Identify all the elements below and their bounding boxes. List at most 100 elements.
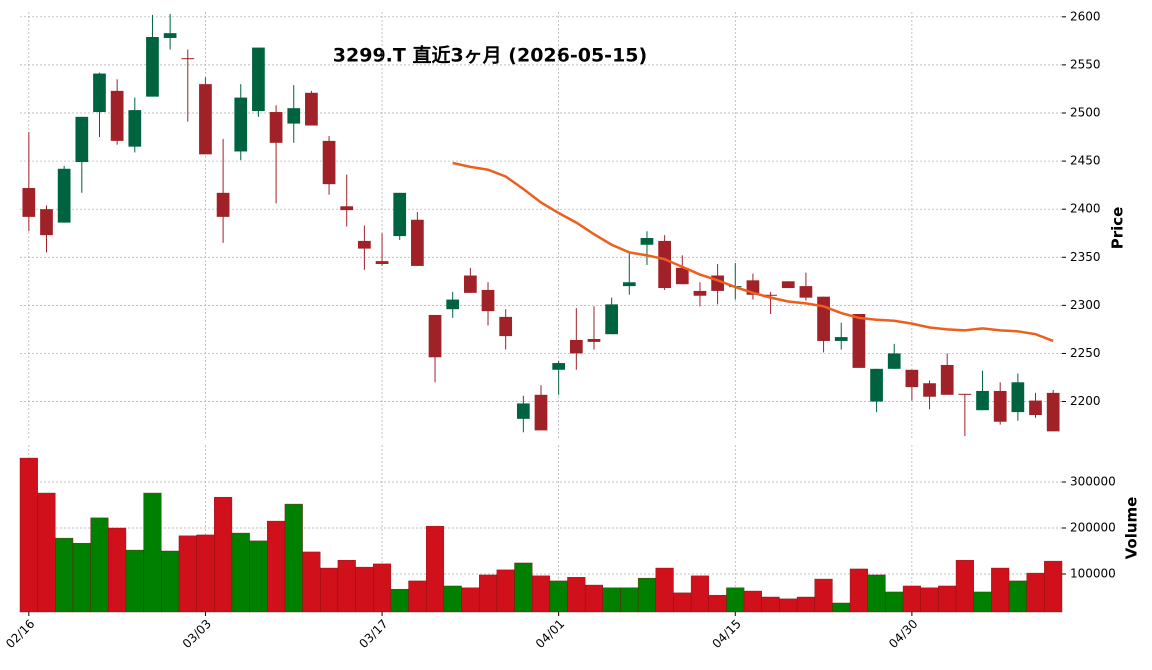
y-axis-label: Price: [1109, 207, 1127, 250]
volume-tick-label: 100000: [1070, 566, 1116, 580]
candle-body: [446, 299, 460, 310]
candle-body: [552, 363, 566, 370]
volume-bar: [108, 527, 127, 613]
candle-body: [128, 110, 142, 147]
volume-bar: [267, 520, 286, 613]
volume-bar: [567, 577, 586, 613]
candle-body: [622, 282, 636, 287]
candle-body: [287, 108, 301, 124]
volume-bar: [814, 578, 833, 613]
candle-body: [976, 390, 989, 411]
candle-body: [693, 290, 707, 296]
volume-bar: [991, 567, 1010, 613]
candle-body: [940, 364, 954, 395]
volume-bar: [1008, 580, 1027, 613]
volume-bar: [19, 457, 38, 613]
volume-bar: [214, 496, 233, 613]
volume-bar: [938, 585, 957, 613]
candle-body: [993, 390, 1007, 422]
volume-bar: [443, 585, 462, 613]
volume-bar: [761, 596, 780, 613]
candle-body: [1011, 382, 1025, 413]
candle-body: [269, 112, 283, 143]
candle-body: [1046, 392, 1060, 432]
candle-body: [905, 369, 919, 388]
volume-bar: [920, 587, 939, 613]
volume-bar: [655, 567, 674, 613]
volume-bar: [125, 549, 144, 613]
volume-bar: [72, 542, 91, 613]
x-tick-label: 03/17: [356, 617, 390, 651]
candle-body: [958, 393, 972, 395]
volume-bar: [408, 580, 427, 613]
y-tick-label: 2600: [1070, 9, 1101, 23]
candle-body: [305, 92, 318, 126]
candle-body: [199, 84, 212, 155]
volume-bar: [549, 580, 568, 613]
volume-bar: [143, 492, 162, 613]
volume-bar: [637, 577, 656, 613]
candle-body: [57, 168, 71, 223]
candle-body: [393, 192, 407, 237]
x-tick-label: 04/15: [710, 617, 744, 651]
volume-bar: [867, 574, 886, 613]
candle-body: [322, 140, 336, 185]
volume-bar: [231, 532, 250, 613]
candle-body: [146, 37, 159, 97]
volume-bar: [743, 590, 762, 613]
volume-bar: [779, 598, 798, 613]
candle-body: [587, 339, 601, 342]
chart-title: 3299.T 直近3ヶ月 (2026-05-15): [333, 44, 647, 67]
candle-body: [817, 296, 830, 341]
candle-body: [870, 368, 883, 402]
volume-bar: [478, 574, 498, 613]
volume-bar: [90, 517, 109, 613]
candle-body: [216, 192, 230, 217]
candle-body: [499, 316, 513, 337]
volume-bar: [161, 550, 180, 613]
candle-body: [852, 314, 866, 368]
volume-tick-label: 200000: [1070, 520, 1116, 534]
volume-bar: [320, 567, 339, 613]
volume-bar: [849, 568, 868, 613]
volume-bar: [602, 587, 621, 613]
candle-body: [923, 383, 936, 397]
y-tick-label: 2550: [1070, 57, 1101, 71]
candle-body: [40, 209, 53, 236]
y-tick-label: 2300: [1070, 298, 1101, 312]
candle-body: [534, 394, 548, 431]
volume-bar: [708, 594, 727, 613]
candle-body: [358, 240, 371, 249]
volume-tick-label: 300000: [1070, 474, 1116, 488]
candle-body: [481, 289, 495, 312]
volume-bar: [461, 587, 480, 613]
y-tick-label: 2450: [1070, 154, 1101, 168]
candle-body: [658, 240, 671, 289]
candle-body: [463, 275, 477, 293]
candle-body: [252, 47, 265, 112]
y-tick-label: 2200: [1070, 394, 1101, 408]
volume-bar: [426, 525, 445, 613]
candle-body: [799, 286, 813, 298]
x-tick-label: 04/01: [533, 617, 567, 651]
candle-body: [110, 90, 124, 141]
candle-body: [181, 58, 195, 60]
volume-bar: [832, 602, 851, 613]
volume-bar: [373, 563, 392, 613]
volume-bar: [973, 591, 992, 613]
y-tick-label: 2350: [1070, 250, 1101, 264]
volume-bar: [902, 585, 921, 613]
volume-bar: [37, 492, 56, 613]
candle-body: [22, 188, 36, 217]
candle-body: [640, 238, 654, 245]
candle-body: [375, 261, 389, 264]
volume-bar: [584, 584, 604, 613]
candle-body: [340, 206, 354, 211]
volume-bar: [690, 575, 709, 613]
candle-body: [887, 353, 901, 369]
volume-bar: [355, 566, 374, 613]
x-tick-label: 04/30: [886, 617, 920, 651]
moving-average-line: [452, 161, 1054, 343]
